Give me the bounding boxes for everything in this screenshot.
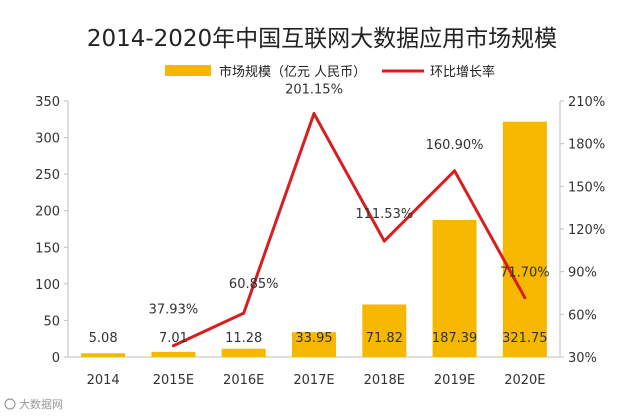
bar-value-label: 7.01	[159, 331, 188, 346]
watermark-icon	[4, 398, 16, 410]
bar-2014	[81, 353, 126, 357]
y-left-tick-label: 250	[35, 168, 60, 183]
bar-2020E	[502, 121, 547, 357]
data-labels: 5.08 7.01 11.28 33.95 71.82 187.39 321.75 37.93…	[89, 83, 550, 346]
y-right-tick-label: 210%	[568, 95, 605, 110]
legend: 市场规模（亿元 人民币） 环比增长率	[165, 64, 495, 80]
growth-line	[171, 112, 527, 348]
x-tick-label: 2015E	[153, 373, 194, 388]
y-right-tick-label: 150%	[568, 180, 605, 195]
legend-bar-swatch	[165, 65, 211, 76]
x-tick-label: 2016E	[223, 373, 264, 388]
x-tick-label: 2014	[87, 373, 120, 388]
bars	[81, 121, 547, 357]
y-left-tick-label: 300	[35, 132, 60, 147]
y-left-tick-label: 0	[52, 351, 60, 366]
y-left-tick-label: 200	[35, 205, 60, 220]
y-left-tick-label: 50	[43, 314, 60, 329]
growth-point-2015E	[171, 344, 175, 348]
growth-value-label: 71.70%	[500, 266, 550, 281]
bar-2017E	[292, 332, 336, 357]
y-right-tick-label: 60%	[568, 308, 597, 323]
bar-value-label: 321.75	[502, 331, 548, 346]
growth-point-2019E	[453, 169, 457, 173]
x-tick-label: 2019E	[434, 373, 475, 388]
growth-value-label: 201.15%	[285, 83, 343, 98]
x-tick-label: 2020E	[504, 373, 545, 388]
growth-point-2016E	[242, 311, 246, 315]
growth-point-2018E	[382, 239, 386, 243]
bar-2015E	[151, 351, 196, 357]
growth-value-label: 37.93%	[149, 303, 199, 318]
x-tick-label: 2017E	[293, 373, 334, 388]
chart-title: 2014-2020年中国互联网大数据应用市场规模	[87, 26, 557, 52]
growth-polyline	[172, 112, 527, 348]
x-tick-label: 2018E	[364, 373, 405, 388]
y-right-tick-label: 30%	[568, 351, 597, 366]
bar-value-label: 5.08	[89, 331, 118, 346]
legend-line-label: 环比增长率	[430, 64, 495, 80]
legend-bar-label: 市场规模（亿元 人民币）	[219, 64, 366, 80]
bar-value-label: 187.39	[432, 331, 478, 346]
y-right-tick-label: 180%	[568, 138, 605, 153]
bar-value-label: 33.95	[295, 331, 332, 346]
y-left-tick-label: 100	[35, 278, 60, 293]
y-left-tick-label: 350	[35, 95, 60, 110]
bar-2018E	[362, 304, 407, 357]
y-left-tick-label: 150	[35, 241, 60, 256]
growth-value-label: 60.85%	[229, 277, 279, 292]
growth-point-2020E	[523, 296, 527, 300]
bar-value-label: 71.82	[366, 331, 403, 346]
watermark: 大数据网	[4, 397, 63, 411]
growth-value-label: 160.90%	[426, 138, 484, 153]
growth-point-2017E	[312, 112, 316, 116]
bar-2019E	[432, 219, 477, 357]
growth-value-label: 111.53%	[355, 207, 413, 222]
bar-value-label: 11.28	[225, 331, 262, 346]
y-right-tick-label: 90%	[568, 266, 597, 281]
watermark-text: 大数据网	[19, 397, 63, 411]
axes: 0 50 100 150 200 250 300 350 30% 60% 90% 120% 150% 18…	[35, 95, 605, 388]
y-right-tick-label: 120%	[568, 223, 605, 238]
bar-2016E	[221, 348, 266, 357]
